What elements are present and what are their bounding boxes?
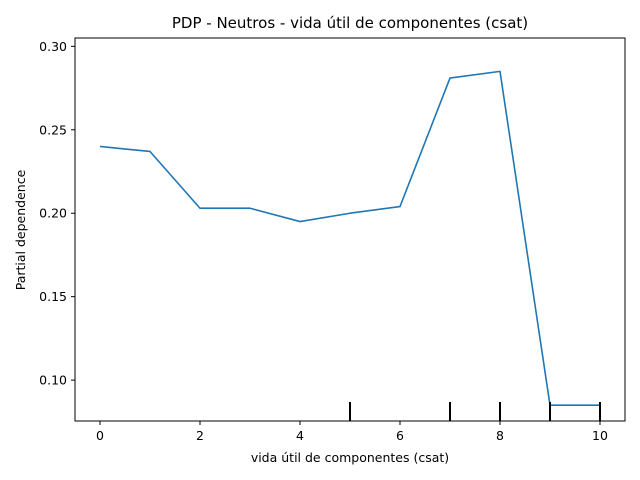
- x-tick-label-5: 10: [592, 428, 608, 443]
- y-tick-label-4: 0.30: [39, 39, 67, 54]
- x-tick-label-4: 8: [496, 428, 504, 443]
- x-axis-label: vida útil de componentes (csat): [251, 450, 449, 465]
- y-axis-label: Partial dependence: [13, 169, 28, 290]
- x-tick-label-2: 4: [296, 428, 304, 443]
- x-tick-label-3: 6: [396, 428, 404, 443]
- x-tick-label-1: 2: [196, 428, 204, 443]
- chart-title: PDP - Neutros - vida útil de componentes…: [172, 14, 528, 32]
- y-tick-label-2: 0.20: [39, 206, 67, 221]
- y-tick-label-1: 0.15: [39, 289, 67, 304]
- y-tick-label-0: 0.10: [39, 373, 67, 388]
- y-tick-label-3: 0.25: [39, 122, 67, 137]
- series-line-0: [99, 70, 600, 406]
- plot-frame: [74, 37, 626, 422]
- plot-area: 0 2 4 6 8 10 0.10 0.15 0.20 0.25 0.30: [39, 37, 626, 443]
- x-tick-label-0: 0: [96, 428, 104, 443]
